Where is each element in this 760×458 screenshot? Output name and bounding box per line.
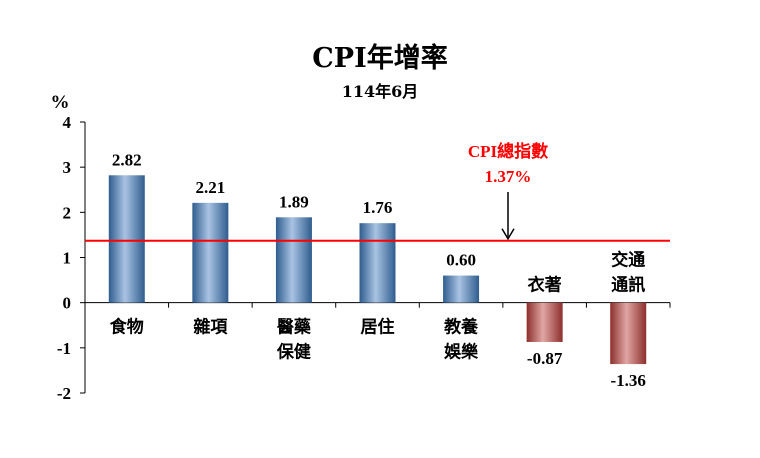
category-label: 衣著 bbox=[528, 275, 562, 296]
bars bbox=[108, 175, 647, 365]
chart-subtitle: 114年6月 bbox=[342, 82, 419, 101]
bar bbox=[108, 175, 145, 303]
data-label: -1.36 bbox=[611, 371, 646, 390]
y-tick-label: 3 bbox=[63, 158, 72, 177]
reference-label-value: 1.37% bbox=[485, 167, 532, 186]
reference-arrow-head bbox=[501, 228, 515, 241]
data-label: 1.89 bbox=[279, 192, 309, 211]
y-tick-label: 0 bbox=[63, 294, 72, 313]
chart-title: CPI年增率 bbox=[312, 42, 447, 74]
y-tick-label: -1 bbox=[57, 339, 71, 358]
y-tick-label: -2 bbox=[57, 384, 71, 403]
category-label: 居住 bbox=[361, 317, 395, 338]
y-tick-label: 4 bbox=[63, 113, 72, 132]
category-label: 娛樂 bbox=[443, 342, 479, 363]
y-axis-unit: % bbox=[51, 92, 70, 113]
category-label: 食物 bbox=[110, 317, 144, 338]
data-labels: 2.82 2.21 1.89 1.76 0.60 -0.87 -1.36 bbox=[112, 150, 646, 390]
data-label: 2.21 bbox=[195, 178, 225, 197]
reference-line-group: CPI總指數 1.37% bbox=[85, 141, 670, 242]
category-label: 通訊 bbox=[611, 275, 645, 296]
bar bbox=[610, 302, 647, 365]
category-label: 醫藥 bbox=[277, 317, 312, 338]
data-label: 0.60 bbox=[446, 251, 476, 270]
bar bbox=[192, 202, 229, 303]
y-tick-label: 1 bbox=[63, 249, 72, 268]
category-label: 教養 bbox=[443, 317, 478, 338]
category-label: 保健 bbox=[276, 342, 311, 363]
y-tick-label: 2 bbox=[63, 203, 72, 222]
data-label: 1.76 bbox=[363, 198, 393, 217]
category-label: 雜項 bbox=[193, 317, 228, 338]
data-label: 2.82 bbox=[112, 150, 142, 169]
bar bbox=[275, 217, 312, 303]
category-label: 交通 bbox=[611, 250, 645, 271]
bar bbox=[359, 223, 396, 303]
bar bbox=[443, 275, 480, 303]
data-label: -0.87 bbox=[527, 349, 563, 368]
reference-label-name: CPI總指數 bbox=[468, 141, 548, 161]
axes: -2 -1 0 1 2 3 4 bbox=[57, 113, 671, 403]
bar bbox=[526, 302, 563, 342]
